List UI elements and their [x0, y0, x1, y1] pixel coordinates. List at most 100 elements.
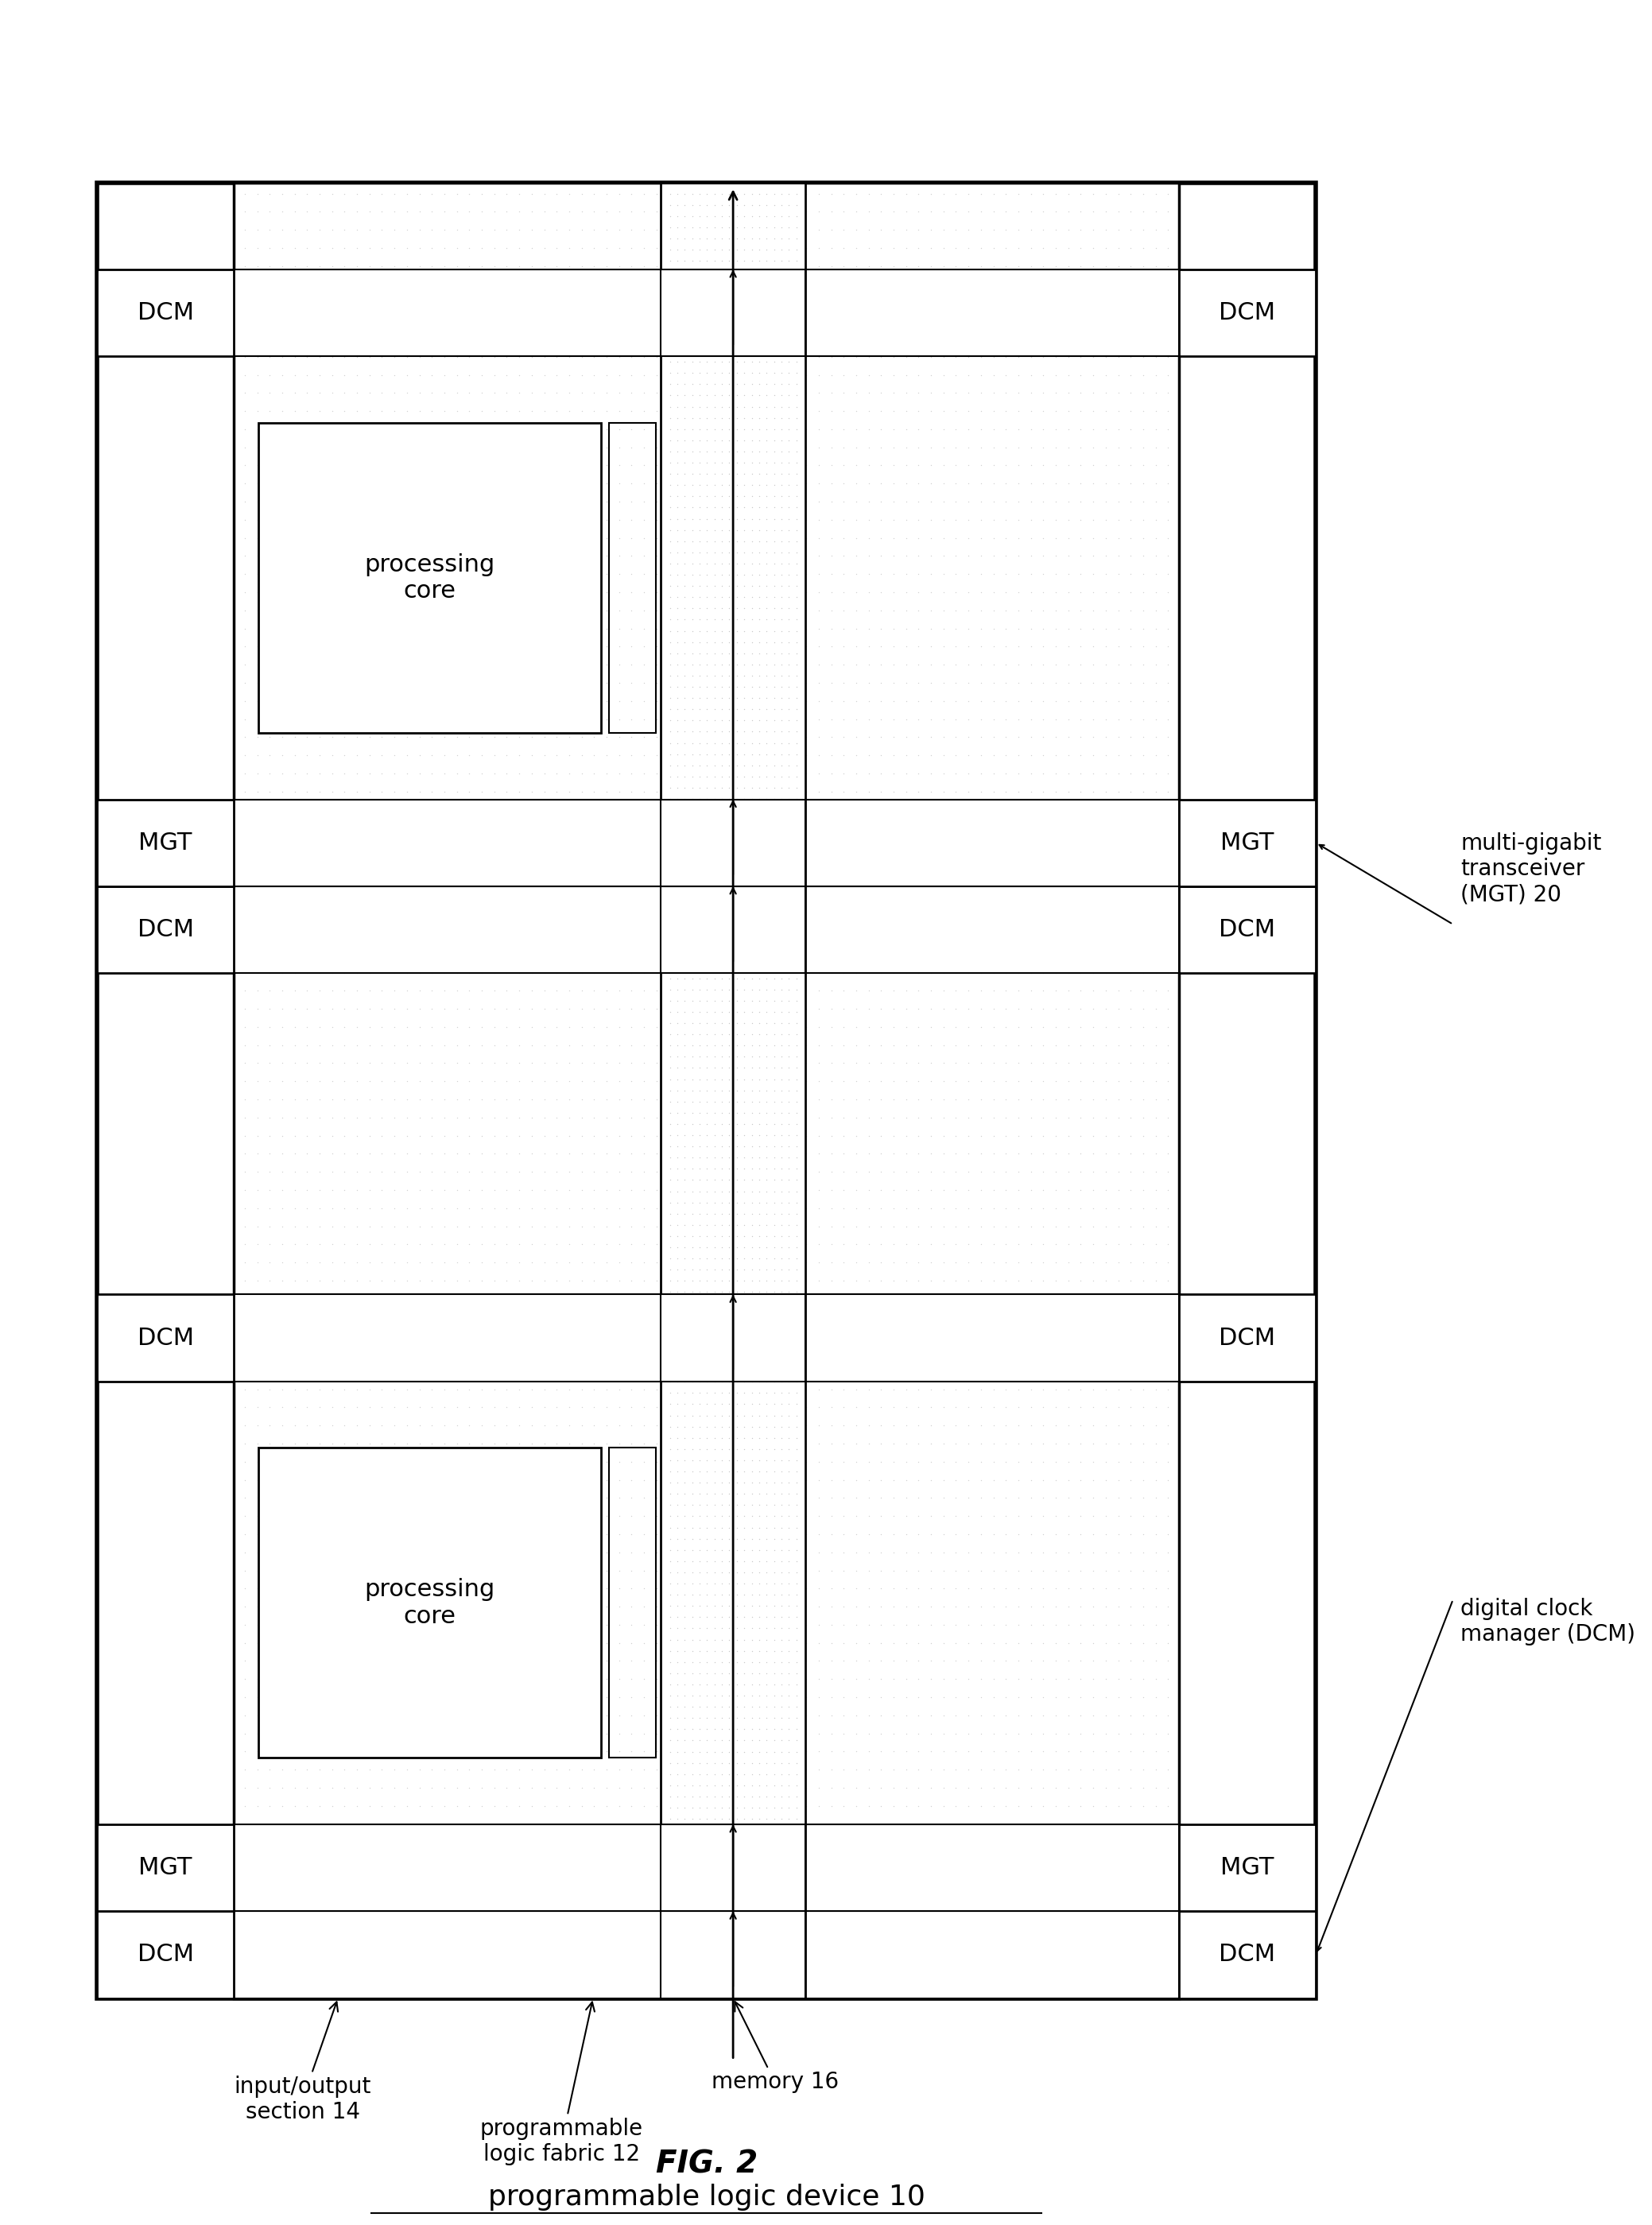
Point: [294, 1299, 320, 1335]
Point: [783, 209, 809, 245]
Point: [294, 1916, 320, 1951]
Point: [747, 1050, 773, 1086]
Point: [793, 1624, 819, 1660]
Point: [709, 703, 735, 739]
Point: [606, 1408, 633, 1444]
Point: [743, 1028, 770, 1064]
Point: [368, 972, 395, 1008]
Point: [1092, 1462, 1118, 1497]
Point: [747, 1836, 773, 1871]
Point: [1092, 719, 1118, 754]
Point: [306, 955, 332, 990]
Point: [694, 610, 720, 645]
Point: [955, 883, 981, 919]
Point: [357, 1353, 383, 1388]
Point: [679, 1914, 705, 1949]
Point: [831, 1842, 857, 1878]
Point: [444, 1444, 471, 1480]
Point: [519, 774, 545, 810]
Point: [705, 394, 732, 429]
Point: [593, 1117, 620, 1153]
Point: [930, 1480, 957, 1515]
Point: [955, 1789, 981, 1824]
Point: [715, 1600, 742, 1635]
Point: [943, 394, 970, 429]
Point: [1067, 1698, 1094, 1733]
Point: [747, 870, 773, 906]
Point: [582, 1391, 608, 1426]
Point: [368, 1244, 395, 1279]
Point: [768, 1700, 795, 1736]
Point: [568, 1155, 595, 1190]
Point: [382, 1371, 408, 1406]
Point: [469, 465, 496, 501]
Point: [1130, 229, 1156, 265]
Point: [1004, 1028, 1031, 1064]
Point: [709, 298, 735, 334]
Point: [818, 1934, 844, 1969]
Point: [738, 1006, 765, 1041]
Point: [456, 883, 482, 919]
Point: [730, 1589, 757, 1624]
Point: [582, 1517, 608, 1553]
Point: [856, 1642, 882, 1678]
Point: [469, 521, 496, 556]
Point: [679, 512, 705, 547]
Point: [762, 1533, 788, 1569]
Point: [606, 521, 633, 556]
Point: [1080, 1896, 1107, 1931]
Point: [368, 792, 395, 828]
Point: [306, 1353, 332, 1388]
Point: [881, 447, 907, 483]
Point: [738, 1767, 765, 1802]
Point: [1105, 267, 1132, 303]
Point: [1042, 1951, 1069, 1987]
Point: [694, 1475, 720, 1511]
Point: [294, 1878, 320, 1914]
Point: [955, 1480, 981, 1515]
Point: [843, 503, 869, 538]
Point: [393, 303, 420, 338]
Point: [418, 303, 444, 338]
Point: [930, 1624, 957, 1660]
Point: [943, 901, 970, 937]
Point: [306, 863, 332, 899]
Point: [544, 1155, 570, 1190]
Point: [843, 267, 869, 303]
Point: [557, 701, 583, 736]
Point: [1092, 937, 1118, 972]
Point: [755, 1173, 781, 1208]
Point: [593, 1208, 620, 1244]
Point: [382, 1553, 408, 1589]
Point: [968, 1190, 995, 1226]
Point: [993, 1642, 1019, 1678]
Point: [382, 503, 408, 538]
Point: [557, 810, 583, 846]
Point: [955, 774, 981, 810]
Point: [867, 176, 894, 211]
Point: [256, 1391, 282, 1426]
Point: [656, 846, 682, 881]
Point: [768, 990, 795, 1026]
Point: [1080, 774, 1107, 810]
Point: [806, 774, 833, 810]
Point: [530, 1698, 557, 1733]
Point: [818, 630, 844, 665]
Point: [593, 1878, 620, 1914]
Point: [1031, 376, 1057, 412]
Point: [269, 1155, 296, 1190]
Point: [776, 759, 803, 794]
Point: [469, 846, 496, 881]
Point: [656, 1544, 682, 1580]
Point: [867, 1662, 894, 1698]
Point: [679, 1578, 705, 1613]
Point: [306, 1117, 332, 1153]
Point: [656, 703, 682, 739]
Point: [694, 692, 720, 728]
Point: [747, 1442, 773, 1477]
Point: [715, 1242, 742, 1277]
Point: [319, 665, 345, 701]
Point: [568, 1769, 595, 1804]
Point: [806, 176, 833, 211]
Point: [955, 1842, 981, 1878]
